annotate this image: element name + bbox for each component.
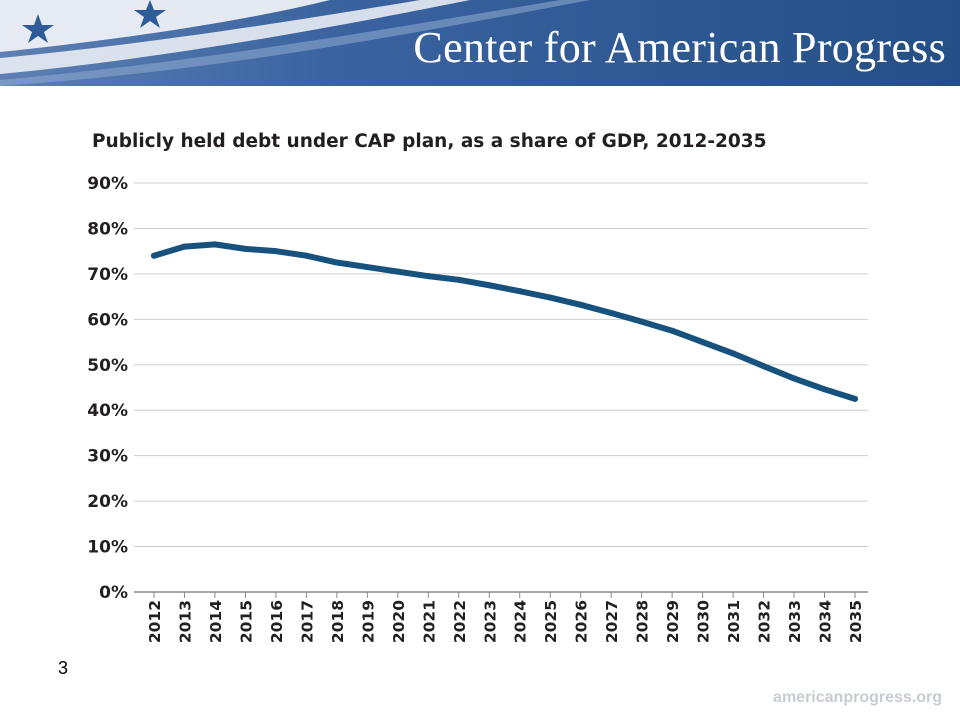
x-tick-label: 2023 (481, 600, 499, 643)
x-tick-label: 2015 (237, 600, 255, 643)
data-point-2017 (303, 252, 310, 259)
organization-title: Center for American Progress (413, 23, 946, 72)
y-tick-label: 30% (87, 447, 128, 467)
data-point-2019 (364, 264, 371, 271)
x-tick-label: 2028 (634, 600, 652, 643)
data-point-2026 (577, 301, 584, 308)
x-tick-label: 2031 (725, 600, 743, 643)
data-point-2015 (242, 245, 249, 252)
x-tick-label: 2030 (695, 600, 713, 643)
x-tick-label: 2029 (664, 600, 682, 643)
x-tick-label: 2021 (420, 600, 438, 643)
y-tick-label: 60% (87, 310, 128, 330)
gridlines (134, 182, 868, 593)
y-tick-label: 80% (87, 219, 128, 239)
data-point-2020 (394, 268, 401, 275)
data-point-2023 (486, 282, 493, 289)
data-point-2031 (730, 350, 737, 357)
x-tick-label: 2013 (176, 600, 194, 643)
data-point-2016 (272, 248, 279, 255)
y-tick-label: 20% (87, 492, 128, 512)
x-tick-label: 2027 (603, 600, 621, 643)
data-point-2014 (211, 241, 218, 248)
y-tick-label: 0% (99, 583, 128, 603)
x-tick-label: 2034 (817, 600, 835, 643)
x-tick-label: 2016 (268, 600, 286, 643)
x-tick-label: 2032 (756, 600, 774, 643)
data-point-2029 (669, 327, 676, 334)
data-point-2030 (699, 339, 706, 346)
flag-stripes-graphic (0, 0, 960, 86)
x-tick-label: 2026 (573, 600, 591, 643)
data-point-2033 (791, 375, 798, 382)
header-banner: Center for American Progress (0, 0, 960, 86)
x-tick-label: 2014 (207, 600, 225, 643)
y-axis-ticks: 0% 10% 20% 30% 40% 50% 60% 70% 80% 90% (87, 174, 128, 603)
x-tick-label: 2017 (298, 600, 316, 643)
series (151, 241, 858, 402)
y-tick-label: 70% (87, 265, 128, 285)
y-tick-label: 90% (87, 174, 128, 194)
x-tick-label: 2025 (542, 600, 560, 643)
data-point-2018 (333, 259, 340, 266)
data-point-2022 (455, 276, 462, 283)
data-point-2032 (760, 363, 767, 370)
x-tick-label: 2024 (512, 600, 530, 643)
x-tick-label: 2012 (146, 600, 164, 643)
x-tick-label: 2019 (359, 600, 377, 643)
x-tick-label: 2020 (390, 600, 408, 643)
data-point-2028 (638, 318, 645, 325)
x-tick-label: 2033 (786, 600, 804, 643)
site-url: americanprogress.org (773, 689, 942, 706)
data-point-2021 (425, 273, 432, 280)
data-point-2034 (821, 386, 828, 393)
data-point-2012 (151, 252, 157, 259)
x-tick-label: 2035 (847, 600, 865, 643)
data-point-2027 (608, 309, 615, 316)
data-point-2035 (852, 395, 858, 402)
y-tick-label: 50% (87, 356, 128, 376)
y-tick-label: 40% (87, 401, 128, 421)
data-point-2025 (547, 294, 554, 301)
star-icon (22, 14, 54, 43)
debt-share-line (151, 241, 858, 402)
star-icon (134, 0, 166, 28)
slide-number: 3 (58, 658, 69, 678)
x-axis-ticks: 2012 2013 2014 2015 2016 2017 2018 2019 2020 2021… (146, 592, 865, 643)
data-point-2013 (181, 243, 188, 250)
chart-title: Publicly held debt under CAP plan, as a … (92, 131, 767, 152)
x-tick-label: 2022 (451, 600, 469, 643)
x-tick-label: 2018 (329, 600, 347, 643)
y-tick-label: 10% (87, 538, 128, 558)
data-point-2024 (516, 288, 523, 295)
